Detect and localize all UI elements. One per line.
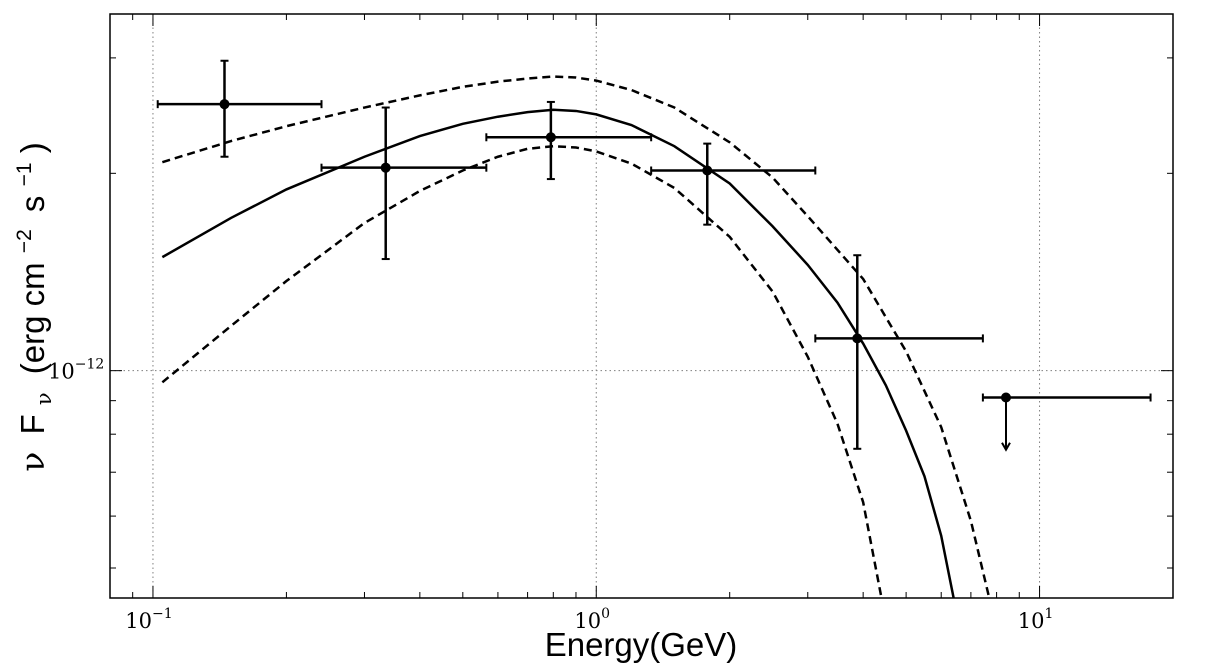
model-curve-lower-band	[161, 144, 883, 599]
x-axis-title: Energy(GeV)	[545, 626, 738, 663]
y-axis-title: ν F ν (erg cm −2 s −1 )	[1, 142, 58, 471]
x-tick-exponent: −1	[152, 606, 173, 622]
model-curve-best-fit	[161, 108, 955, 599]
y-tick-base: 10	[48, 360, 75, 384]
flux-point-5	[814, 254, 984, 450]
flux-points	[156, 59, 1152, 452]
y-tick-exponent: −12	[75, 357, 105, 373]
plot-frame	[109, 13, 1174, 599]
grid-lines	[110, 14, 1173, 598]
x-tick-exponent: 0	[601, 606, 610, 622]
x-tick-base: 10	[1018, 609, 1045, 633]
flux-point-marker	[380, 162, 391, 173]
y-title-F-subscript: ν	[32, 392, 56, 405]
y-title-nu: ν	[13, 452, 52, 472]
flux-point-marker	[545, 132, 556, 143]
y-title-unit-s: s	[14, 196, 51, 213]
flux-point-3	[485, 100, 653, 181]
flux-point-marker	[1000, 392, 1011, 403]
y-title-unit-exp2: −1	[13, 162, 36, 186]
y-title-F: F	[14, 414, 51, 434]
y-title-unit-exp1: −2	[13, 229, 36, 253]
model-curves	[161, 75, 991, 599]
x-tick-base: 10	[574, 609, 601, 633]
x-tick-label: 101	[1018, 606, 1054, 633]
x-tick-base: 10	[125, 609, 152, 633]
flux-point-1	[156, 59, 323, 158]
x-tick-label: 10−1	[125, 606, 172, 633]
flux-point-6	[981, 392, 1152, 452]
flux-point-marker	[219, 99, 230, 110]
y-title-unit-open: (erg cm	[14, 262, 51, 374]
y-title-unit-close: )	[14, 142, 51, 153]
flux-point-2	[320, 106, 488, 261]
x-tick-exponent: 1	[1044, 606, 1053, 622]
flux-point-4	[650, 142, 817, 226]
y-tick-label: 10−12	[48, 357, 104, 384]
x-tick-label: 100	[574, 606, 610, 633]
flux-point-marker	[702, 165, 713, 176]
flux-point-marker	[852, 333, 863, 344]
model-curve-upper-band	[161, 75, 991, 599]
upper-limit-arrow	[1001, 442, 1011, 452]
